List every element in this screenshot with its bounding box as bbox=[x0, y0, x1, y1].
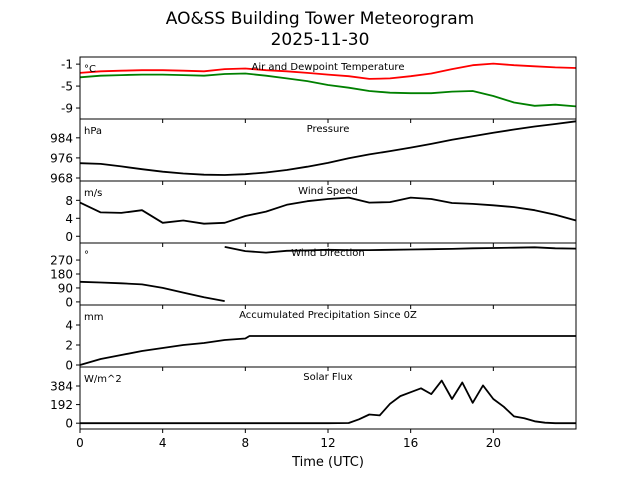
panel-title-precip: Accumulated Precipitation Since 0Z bbox=[239, 310, 417, 321]
series-line-temp-1 bbox=[79, 72, 577, 108]
x-tick-label: 0 bbox=[76, 436, 84, 450]
panel-title-pressure: Pressure bbox=[307, 124, 350, 135]
y-tick-label-wind_dir: 90 bbox=[58, 281, 73, 295]
series-line-wind_dir-1 bbox=[224, 246, 577, 254]
series-line-wind_dir-0 bbox=[79, 280, 225, 302]
y-tick-label-solar: 192 bbox=[50, 398, 73, 412]
y-tick-label-wind_speed: 8 bbox=[65, 194, 73, 208]
y-tick-label-precip: 4 bbox=[65, 319, 73, 333]
panel-unit-precip: mm bbox=[84, 312, 103, 323]
series-line-temp-0 bbox=[79, 62, 577, 80]
y-tick-label-temp: -9 bbox=[61, 102, 73, 116]
series-line-precip-0 bbox=[79, 335, 576, 366]
series-line-solar-0 bbox=[80, 379, 576, 425]
y-tick-label-wind_speed: 4 bbox=[65, 212, 73, 226]
series-line-wind_speed-0 bbox=[79, 196, 577, 225]
y-tick-label-wind_dir: 270 bbox=[50, 254, 73, 268]
x-tick-label: 8 bbox=[242, 436, 250, 450]
panel-title-wind_dir: Wind Direction bbox=[291, 248, 365, 259]
y-tick-label-pressure: 976 bbox=[50, 151, 73, 165]
y-tick-label-wind_dir: 0 bbox=[65, 295, 73, 309]
y-tick-label-solar: 0 bbox=[65, 417, 73, 431]
y-tick-label-wind_dir: 180 bbox=[50, 268, 73, 282]
y-tick-label-temp: -5 bbox=[61, 80, 73, 94]
y-tick-label-pressure: 984 bbox=[50, 131, 73, 145]
panel-title-wind_speed: Wind Speed bbox=[298, 186, 358, 197]
chart-title: AO&SS Building Tower Meteorogram bbox=[166, 9, 474, 29]
panel-unit-temp: °C bbox=[84, 64, 96, 75]
y-tick-label-temp: -1 bbox=[61, 58, 73, 72]
panel-unit-wind_speed: m/s bbox=[84, 188, 102, 199]
x-tick-label: 20 bbox=[486, 436, 501, 450]
panel-title-temp: Air and Dewpoint Temperature bbox=[252, 62, 405, 73]
chart-subtitle: 2025-11-30 bbox=[271, 30, 370, 50]
x-tick-label: 16 bbox=[403, 436, 418, 450]
y-tick-label-precip: 0 bbox=[65, 359, 73, 373]
series-line-pressure-0 bbox=[79, 120, 577, 176]
y-tick-label-pressure: 968 bbox=[50, 171, 73, 185]
x-tick-label: 12 bbox=[320, 436, 335, 450]
x-axis-label: Time (UTC) bbox=[291, 455, 364, 470]
panel-title-solar: Solar Flux bbox=[303, 372, 353, 383]
y-tick-label-precip: 2 bbox=[65, 339, 73, 353]
y-tick-label-solar: 384 bbox=[50, 379, 73, 393]
y-tick-label-wind_speed: 0 bbox=[65, 230, 73, 244]
panel-unit-wind_dir: ° bbox=[84, 250, 89, 261]
panel-unit-pressure: hPa bbox=[84, 126, 102, 137]
panel-unit-solar: W/m^2 bbox=[84, 374, 122, 385]
x-tick-label: 4 bbox=[159, 436, 167, 450]
